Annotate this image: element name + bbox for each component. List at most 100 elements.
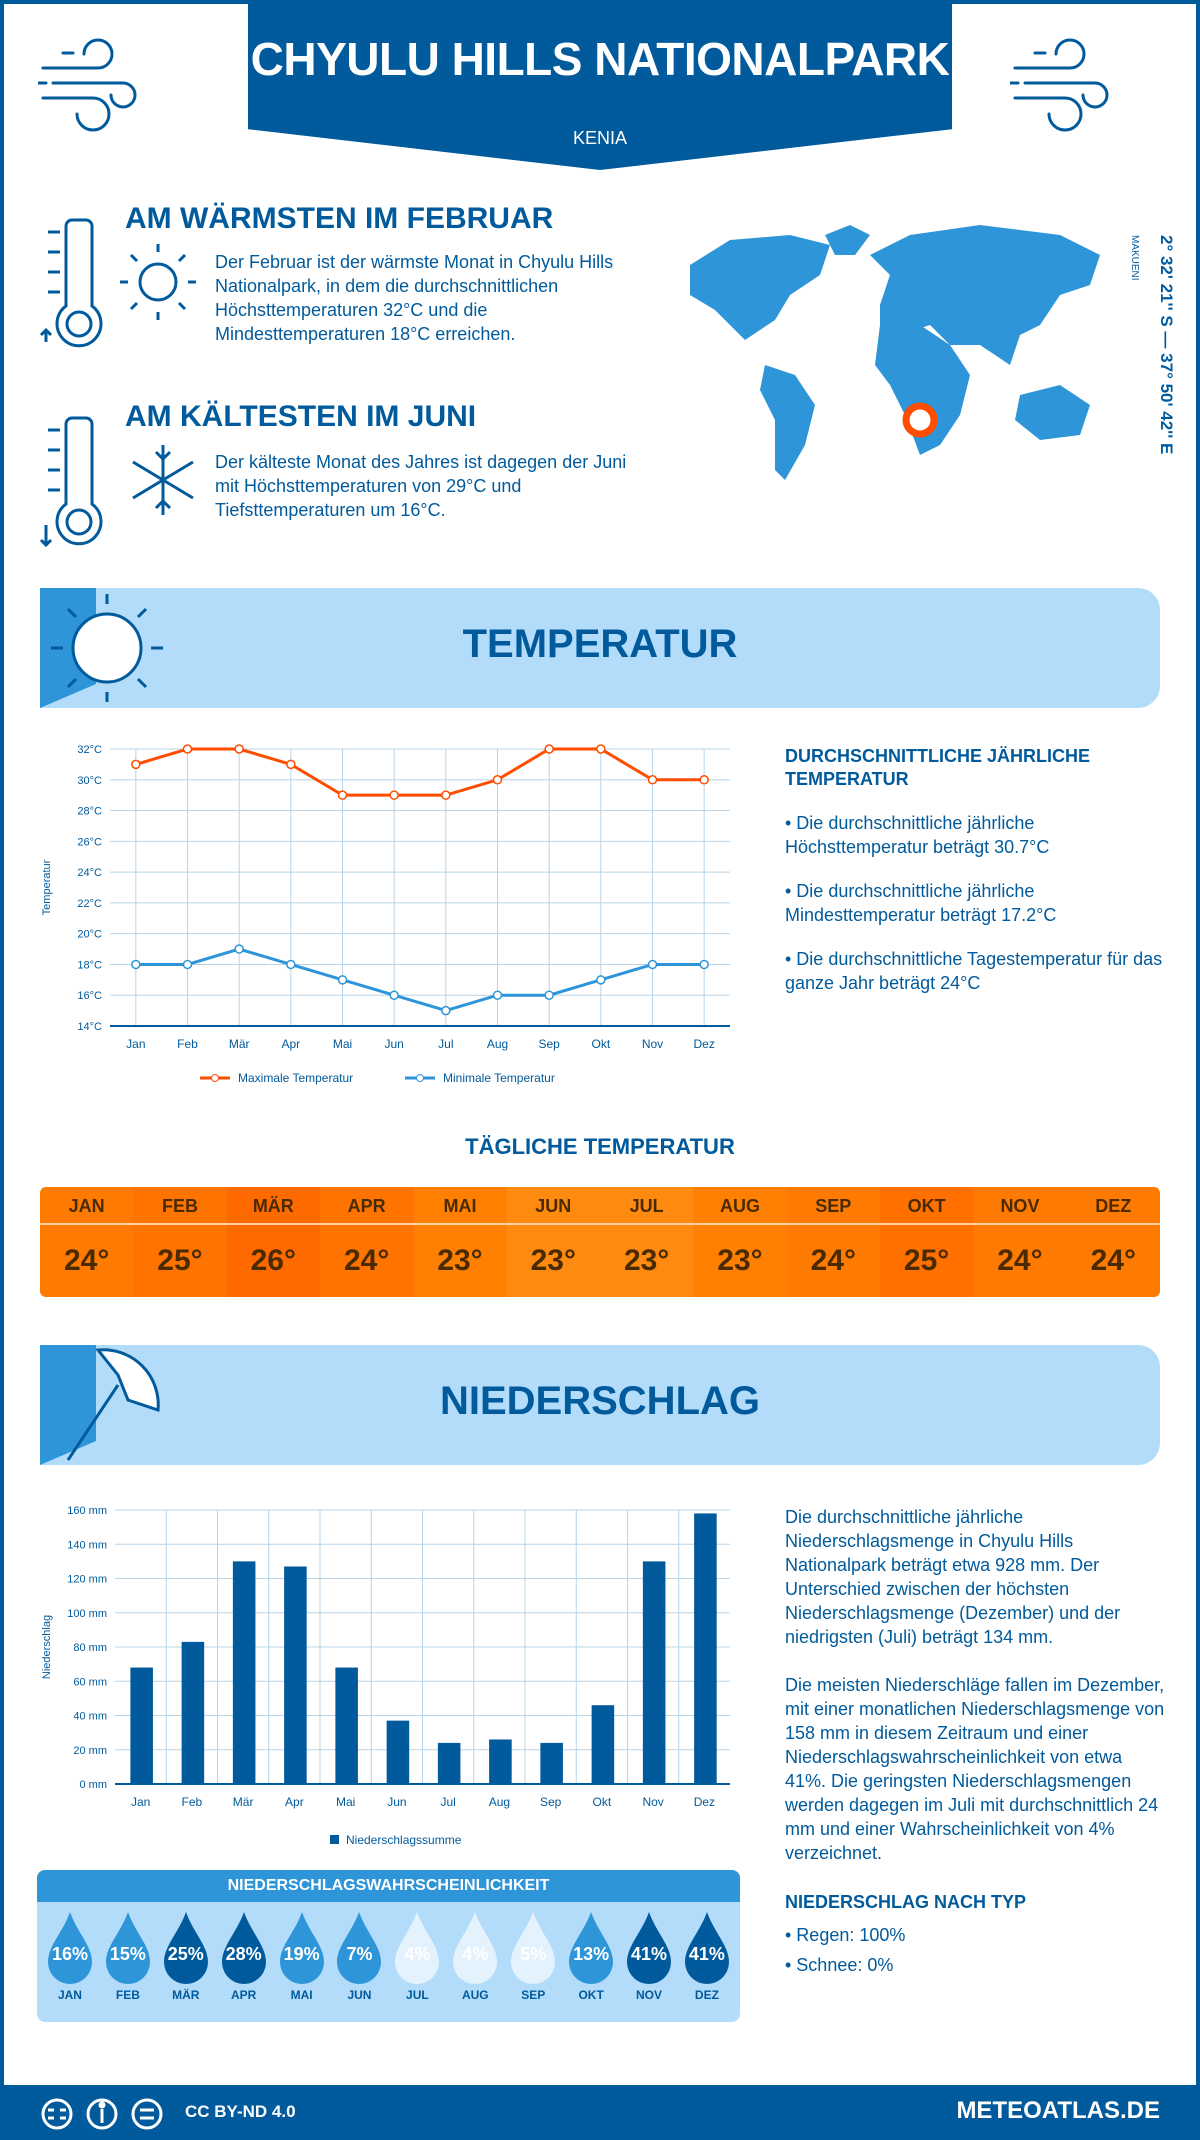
license-icons[interactable] xyxy=(40,2097,180,2131)
y-tick-label: 120 mm xyxy=(67,1574,107,1586)
daily-value: 25° xyxy=(903,1244,950,1277)
probability-drop: 5%SEP xyxy=(507,1910,559,2002)
precip-paragraph-2: Die meisten Niederschläge fallen im Deze… xyxy=(785,1675,1165,1863)
daily-month: MAI xyxy=(413,1187,507,1225)
y-tick-label: 60 mm xyxy=(73,1676,107,1688)
region-label: MAKUENI xyxy=(1129,235,1140,281)
data-point xyxy=(182,959,193,970)
data-point xyxy=(131,959,141,970)
data-point xyxy=(131,759,141,770)
daily-value: 24° xyxy=(343,1244,390,1277)
license-label[interactable]: CC BY-ND 4.0 xyxy=(185,2102,296,2121)
raindrop-icon xyxy=(163,1912,208,1984)
x-tick-label: Dez xyxy=(694,1795,715,1809)
y-axis-label: Niederschlag xyxy=(41,1615,53,1679)
daily-month: FEB xyxy=(133,1187,227,1225)
daily-temp-nov: NOV 24° xyxy=(973,1187,1067,1297)
data-point xyxy=(234,944,244,954)
bar xyxy=(181,1641,205,1784)
daily-value: 23° xyxy=(530,1244,576,1277)
precipitation-text-panel: Die durchschnittliche jährliche Niedersc… xyxy=(785,1505,1165,1980)
bar xyxy=(489,1739,512,1784)
location-marker-icon xyxy=(902,402,938,438)
y-tick-label: 28°C xyxy=(77,806,102,818)
daily-temp-jun: JUN 23° xyxy=(506,1187,600,1297)
daily-temp-mai: MAI 23° xyxy=(413,1187,507,1297)
daily-month: JUL xyxy=(599,1187,694,1225)
precip-type-heading: NIEDERSCHLAG NACH TYP xyxy=(785,1892,1027,1912)
probability-drop: 16%JAN xyxy=(44,1910,96,2002)
x-tick-label: Sep xyxy=(538,1037,560,1051)
bar xyxy=(130,1667,153,1784)
wind-icon-right xyxy=(1010,38,1109,132)
data-point xyxy=(596,744,606,754)
daily-temp-jan: JAN 24° xyxy=(40,1187,134,1297)
raindrop-icon xyxy=(337,1912,382,1984)
x-tick-label: Sep xyxy=(540,1795,562,1809)
coldest-text: Der kälteste Monat des Jahres ist dagege… xyxy=(215,452,627,520)
daily-value: 24° xyxy=(997,1244,1043,1277)
probability-drop: 41%NOV xyxy=(623,1910,675,2002)
data-point xyxy=(182,744,193,754)
x-tick-label: Mär xyxy=(229,1037,250,1051)
data-point xyxy=(441,790,451,800)
daily-temp-jul: JUL 23° xyxy=(599,1187,694,1297)
daily-value: 26° xyxy=(250,1244,296,1277)
data-point xyxy=(286,959,296,970)
legend-marker xyxy=(416,1074,424,1082)
daily-temp-sep: SEP 24° xyxy=(786,1187,880,1297)
data-point xyxy=(286,759,296,770)
raindrop-icon xyxy=(627,1912,672,1984)
raindrop-icon xyxy=(684,1912,729,1984)
annual-min: • Die durchschnittliche jährliche Mindes… xyxy=(785,881,1057,925)
data-point xyxy=(441,1005,451,1016)
x-tick-label: Dez xyxy=(693,1037,714,1051)
x-tick-label: Nov xyxy=(642,1037,663,1051)
precipitation-chart: 0 mm 20 mm 40 mm 60 mm 80 mm 100 mm 120 mm 140 … xyxy=(41,1505,730,1847)
annual-avg: • Die durchschnittliche Tagestemperatur … xyxy=(785,949,1163,993)
y-tick-label: 22°C xyxy=(77,898,102,910)
y-tick-label: 24°C xyxy=(77,867,102,879)
probability-month: JAN xyxy=(57,1988,82,2002)
annual-max: • Die durchschnittliche jährliche Höchst… xyxy=(785,813,1050,857)
x-tick-label: Jul xyxy=(440,1795,455,1809)
legend-swatch xyxy=(330,1835,339,1844)
site-link[interactable]: METEOATLAS.DE xyxy=(956,2097,1160,2124)
probability-month: FEB xyxy=(115,1988,140,2002)
precipitation-title: NIEDERSCHLAG xyxy=(439,1379,761,1423)
probability-month: NOV xyxy=(636,1988,663,2002)
y-tick-label: 40 mm xyxy=(73,1711,107,1723)
probability-drop: 28%APR xyxy=(218,1910,270,2002)
y-tick-label: 0 mm xyxy=(80,1779,108,1791)
coldest-heading: AM KÄLTESTEN IM JUNI xyxy=(125,400,477,433)
raindrop-icon xyxy=(395,1912,440,1984)
x-tick-label: Aug xyxy=(487,1037,508,1051)
y-tick-label: 140 mm xyxy=(67,1539,107,1551)
daily-temp-mär: MÄR 26° xyxy=(226,1187,320,1297)
probability-month: AUG xyxy=(461,1988,489,2002)
legend-marker xyxy=(211,1074,219,1082)
daily-value: 25° xyxy=(157,1244,203,1277)
data-point xyxy=(699,775,709,785)
raindrop-icon xyxy=(105,1912,150,1984)
probability-month: MÄR xyxy=(172,1988,200,2002)
probability-month: MAI xyxy=(290,1988,313,2002)
raindrop-icon xyxy=(453,1912,498,1984)
annual-temp-heading: DURCHSCHNITTLICHE JÄHRLICHE TEMPERATUR xyxy=(785,746,1090,789)
daily-month: AUG xyxy=(693,1187,787,1225)
series-line xyxy=(135,747,705,797)
data-point xyxy=(337,790,348,800)
probability-month: OKT xyxy=(578,1988,604,2002)
x-tick-label: Jun xyxy=(384,1037,403,1051)
y-tick-label: 160 mm xyxy=(67,1505,107,1517)
bar xyxy=(284,1566,307,1784)
daily-temp-apr: APR 24° xyxy=(319,1187,414,1297)
country-label: KENIA xyxy=(572,128,628,148)
bar xyxy=(335,1667,358,1784)
precipitation-section-banner: NIEDERSCHLAG xyxy=(40,1345,1160,1465)
y-tick-label: 30°C xyxy=(77,775,102,787)
daily-value: 24° xyxy=(810,1244,856,1277)
data-point xyxy=(337,975,348,985)
daily-month: OKT xyxy=(879,1187,974,1225)
daily-month: MÄR xyxy=(226,1187,320,1225)
